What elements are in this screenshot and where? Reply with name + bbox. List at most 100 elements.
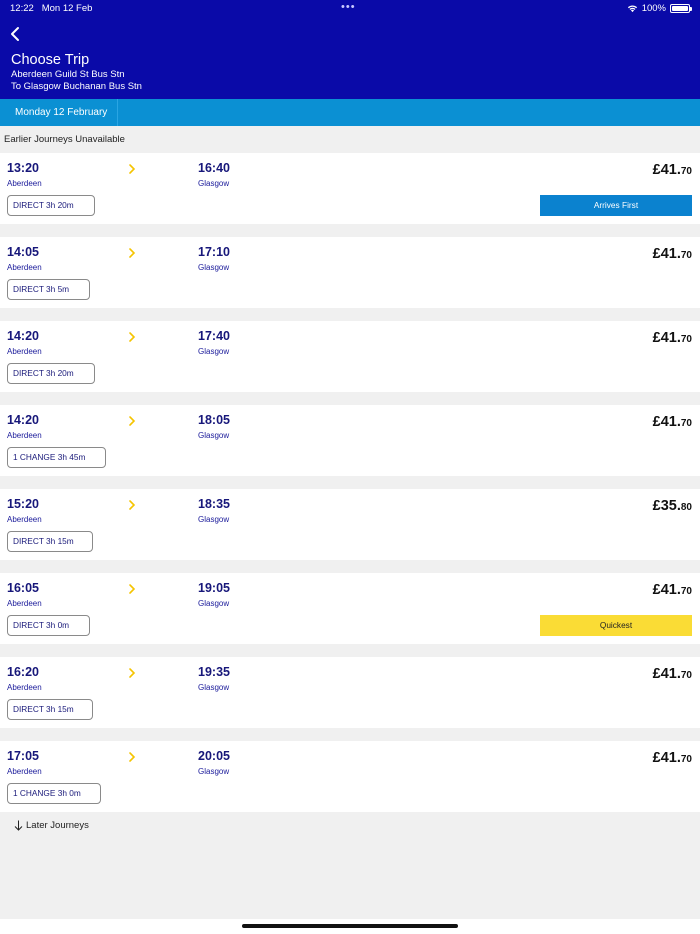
price: £41.70 bbox=[653, 665, 692, 683]
chevron-right-icon bbox=[129, 584, 136, 594]
departure-stop: Aberdeen bbox=[7, 347, 42, 356]
arrival-stop: Glasgow bbox=[198, 179, 230, 188]
change-info-badge: DIRECT 3h 15m bbox=[7, 699, 93, 720]
change-info-badge: DIRECT 3h 20m bbox=[7, 195, 95, 216]
arrival-time: 19:05 bbox=[198, 581, 230, 595]
journey-row[interactable]: 14:20 Aberdeen 17:40 Glasgow £41.70 DIRECT 3h… bbox=[0, 321, 700, 392]
arrival-time: 20:05 bbox=[198, 749, 230, 763]
price-pounds: £41. bbox=[652, 330, 681, 346]
arrival-time: 19:35 bbox=[198, 665, 230, 679]
chevron-right-icon bbox=[129, 500, 136, 510]
chevron-right-icon bbox=[129, 752, 136, 762]
price-pounds: £41. bbox=[652, 750, 681, 766]
later-journeys-label: Later Journeys bbox=[26, 820, 89, 831]
header-bar: 12:22 Mon 12 Feb ••• 100% Choose Trip Ab… bbox=[0, 0, 700, 99]
departure-time: 17:05 bbox=[7, 749, 39, 763]
arrival-stop: Glasgow bbox=[198, 347, 230, 356]
price-pounds: £35. bbox=[652, 498, 681, 514]
price-pence: 80 bbox=[680, 502, 692, 513]
arrival-stop: Glasgow bbox=[198, 767, 230, 776]
departure-time: 16:20 bbox=[7, 665, 39, 679]
departure-stop: Aberdeen bbox=[7, 431, 42, 440]
multitasking-dots-icon[interactable]: ••• bbox=[341, 1, 356, 13]
price: £41.70 bbox=[653, 749, 692, 767]
price-pence: 70 bbox=[680, 250, 692, 261]
chevron-right-icon bbox=[129, 248, 136, 258]
change-info-badge: 1 CHANGE 3h 45m bbox=[7, 447, 106, 468]
journey-row[interactable]: 13:20 Aberdeen 16:40 Glasgow £41.70 DIRECT 3h… bbox=[0, 153, 700, 224]
status-time: 12:22 Mon 12 Feb bbox=[10, 3, 93, 14]
battery-percent: 100% bbox=[641, 3, 666, 14]
departure-stop: Aberdeen bbox=[7, 767, 42, 776]
price: £41.70 bbox=[653, 329, 692, 347]
arrives-first-badge: Arrives First bbox=[540, 195, 692, 216]
arrival-time: 18:05 bbox=[198, 413, 230, 427]
change-info-badge: 1 CHANGE 3h 0m bbox=[7, 783, 101, 804]
arrival-stop: Glasgow bbox=[198, 683, 230, 692]
earlier-journeys-label: Earlier Journeys Unavailable bbox=[4, 134, 125, 145]
arrival-time: 17:10 bbox=[198, 245, 230, 259]
arrival-time: 17:40 bbox=[198, 329, 230, 343]
departure-time: 16:05 bbox=[7, 581, 39, 595]
arrival-time: 16:40 bbox=[198, 161, 230, 175]
quickest-badge: Quickest bbox=[540, 615, 692, 636]
price: £41.70 bbox=[653, 161, 692, 179]
page-title: Choose Trip bbox=[11, 52, 90, 68]
price: £41.70 bbox=[653, 413, 692, 431]
journey-row[interactable]: 14:05 Aberdeen 17:10 Glasgow £41.70 DIRECT 3h… bbox=[0, 237, 700, 308]
departure-stop: Aberdeen bbox=[7, 599, 42, 608]
arrow-down-icon bbox=[14, 820, 23, 831]
arrival-time: 18:35 bbox=[198, 497, 230, 511]
home-indicator[interactable] bbox=[242, 924, 458, 928]
price: £35.80 bbox=[653, 497, 692, 515]
arrival-stop: Glasgow bbox=[198, 515, 230, 524]
journey-row[interactable]: 16:05 Aberdeen 19:05 Glasgow £41.70 DIRECT 3h… bbox=[0, 573, 700, 644]
chevron-right-icon bbox=[129, 416, 136, 426]
departure-stop: Aberdeen bbox=[7, 263, 42, 272]
departure-stop: Aberdeen bbox=[7, 515, 42, 524]
price-pence: 70 bbox=[680, 166, 692, 177]
journey-row[interactable]: 17:05 Aberdeen 20:05 Glasgow £41.70 1 CHANGE … bbox=[0, 741, 700, 812]
chevron-right-icon bbox=[129, 332, 136, 342]
price-pence: 70 bbox=[680, 586, 692, 597]
date-tab[interactable]: Monday 12 February bbox=[0, 99, 118, 126]
departure-time: 14:05 bbox=[7, 245, 39, 259]
chevron-right-icon bbox=[129, 164, 136, 174]
journey-row[interactable]: 15:20 Aberdeen 18:35 Glasgow £35.80 DIRECT 3h… bbox=[0, 489, 700, 560]
arrival-stop: Glasgow bbox=[198, 431, 230, 440]
date-bar: Monday 12 February bbox=[0, 99, 700, 126]
price-pounds: £41. bbox=[652, 162, 681, 178]
price-pence: 70 bbox=[680, 334, 692, 345]
battery-icon bbox=[670, 4, 692, 13]
wifi-icon bbox=[627, 5, 637, 13]
status-right: 100% bbox=[627, 3, 692, 14]
price: £41.70 bbox=[653, 245, 692, 263]
arrival-stop: Glasgow bbox=[198, 599, 230, 608]
departure-time: 15:20 bbox=[7, 497, 39, 511]
price-pence: 70 bbox=[680, 670, 692, 681]
departure-time: 14:20 bbox=[7, 413, 39, 427]
change-info-badge: DIRECT 3h 15m bbox=[7, 531, 93, 552]
back-chevron-icon[interactable] bbox=[6, 24, 26, 44]
arrival-stop: Glasgow bbox=[198, 263, 230, 272]
price-pounds: £41. bbox=[652, 666, 681, 682]
chevron-right-icon bbox=[129, 668, 136, 678]
destination-station: To Glasgow Buchanan Bus Stn bbox=[11, 81, 142, 92]
departure-stop: Aberdeen bbox=[7, 179, 42, 188]
change-info-badge: DIRECT 3h 5m bbox=[7, 279, 90, 300]
departure-time: 14:20 bbox=[7, 329, 39, 343]
departure-stop: Aberdeen bbox=[7, 683, 42, 692]
departure-time: 13:20 bbox=[7, 161, 39, 175]
origin-station: Aberdeen Guild St Bus Stn bbox=[11, 69, 125, 80]
price-pounds: £41. bbox=[652, 246, 681, 262]
price-pounds: £41. bbox=[652, 582, 681, 598]
price-pence: 70 bbox=[680, 754, 692, 765]
later-journeys-button[interactable]: Later Journeys bbox=[14, 820, 89, 831]
change-info-badge: DIRECT 3h 20m bbox=[7, 363, 95, 384]
price: £41.70 bbox=[653, 581, 692, 599]
journey-row[interactable]: 14:20 Aberdeen 18:05 Glasgow £41.70 1 CHANGE … bbox=[0, 405, 700, 476]
price-pence: 70 bbox=[680, 418, 692, 429]
change-info-badge: DIRECT 3h 0m bbox=[7, 615, 90, 636]
journey-row[interactable]: 16:20 Aberdeen 19:35 Glasgow £41.70 DIRECT 3h… bbox=[0, 657, 700, 728]
price-pounds: £41. bbox=[652, 414, 681, 430]
